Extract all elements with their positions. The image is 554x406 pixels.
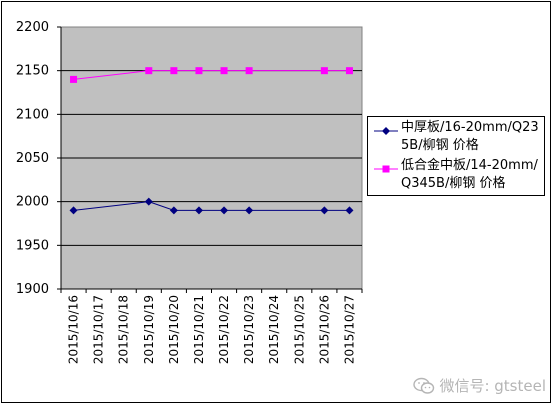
x-tick-label: 2015/10/16 (67, 295, 81, 364)
x-tick-label: 2015/10/26 (317, 295, 331, 364)
x-tick-label: 2015/10/18 (117, 295, 131, 364)
x-tick-label: 2015/10/17 (92, 295, 106, 364)
legend-swatch (374, 127, 398, 135)
watermark-text: 微信号: gtsteel (439, 377, 546, 395)
data-point (169, 206, 178, 215)
x-tick-label: 2015/10/24 (267, 295, 281, 364)
series-line (73, 201, 350, 211)
series-line (73, 70, 350, 80)
x-tick-label: 2015/10/22 (217, 295, 231, 364)
legend-swatch (374, 165, 398, 173)
legend-label: 中厚板/16-20mm/Q235B/柳钢 价格 (401, 120, 539, 153)
data-point (69, 206, 78, 215)
data-point (220, 206, 229, 215)
y-tick-label: 2000 (16, 195, 49, 210)
y-tick-label: 2150 (16, 64, 49, 79)
y-tick-label: 2100 (16, 107, 49, 122)
data-point (320, 206, 329, 215)
y-tick-label: 1900 (16, 282, 49, 297)
x-tick-label: 2015/10/23 (242, 295, 256, 364)
data-point (245, 67, 253, 75)
y-tick-label: 2200 (16, 20, 49, 35)
data-point (145, 67, 153, 75)
x-tick-label: 2015/10/19 (142, 295, 156, 364)
y-tick-label: 1950 (16, 238, 49, 253)
data-point (245, 206, 254, 215)
y-tick-label: 2050 (16, 151, 49, 166)
data-point (320, 67, 328, 75)
legend-label: 低合金中板/14-20mm/Q345B/柳钢 价格 (401, 158, 538, 191)
data-point (170, 67, 178, 75)
x-tick-label: 2015/10/27 (342, 295, 356, 364)
x-tick-label: 2015/10/21 (192, 295, 206, 364)
data-point (195, 67, 203, 75)
data-point (345, 206, 354, 215)
watermark: 微信号: gtsteel (413, 375, 546, 396)
data-point (194, 206, 203, 215)
chart-legend: 中厚板/16-20mm/Q235B/柳钢 价格 低合金中板/14-20mm/Q34… (367, 116, 545, 196)
data-point (144, 197, 153, 206)
data-point (220, 67, 228, 75)
x-tick-label: 2015/10/20 (167, 295, 181, 364)
data-point (345, 67, 353, 75)
data-point (70, 75, 78, 83)
wechat-icon (413, 377, 435, 394)
x-tick-label: 2015/10/25 (292, 295, 306, 364)
